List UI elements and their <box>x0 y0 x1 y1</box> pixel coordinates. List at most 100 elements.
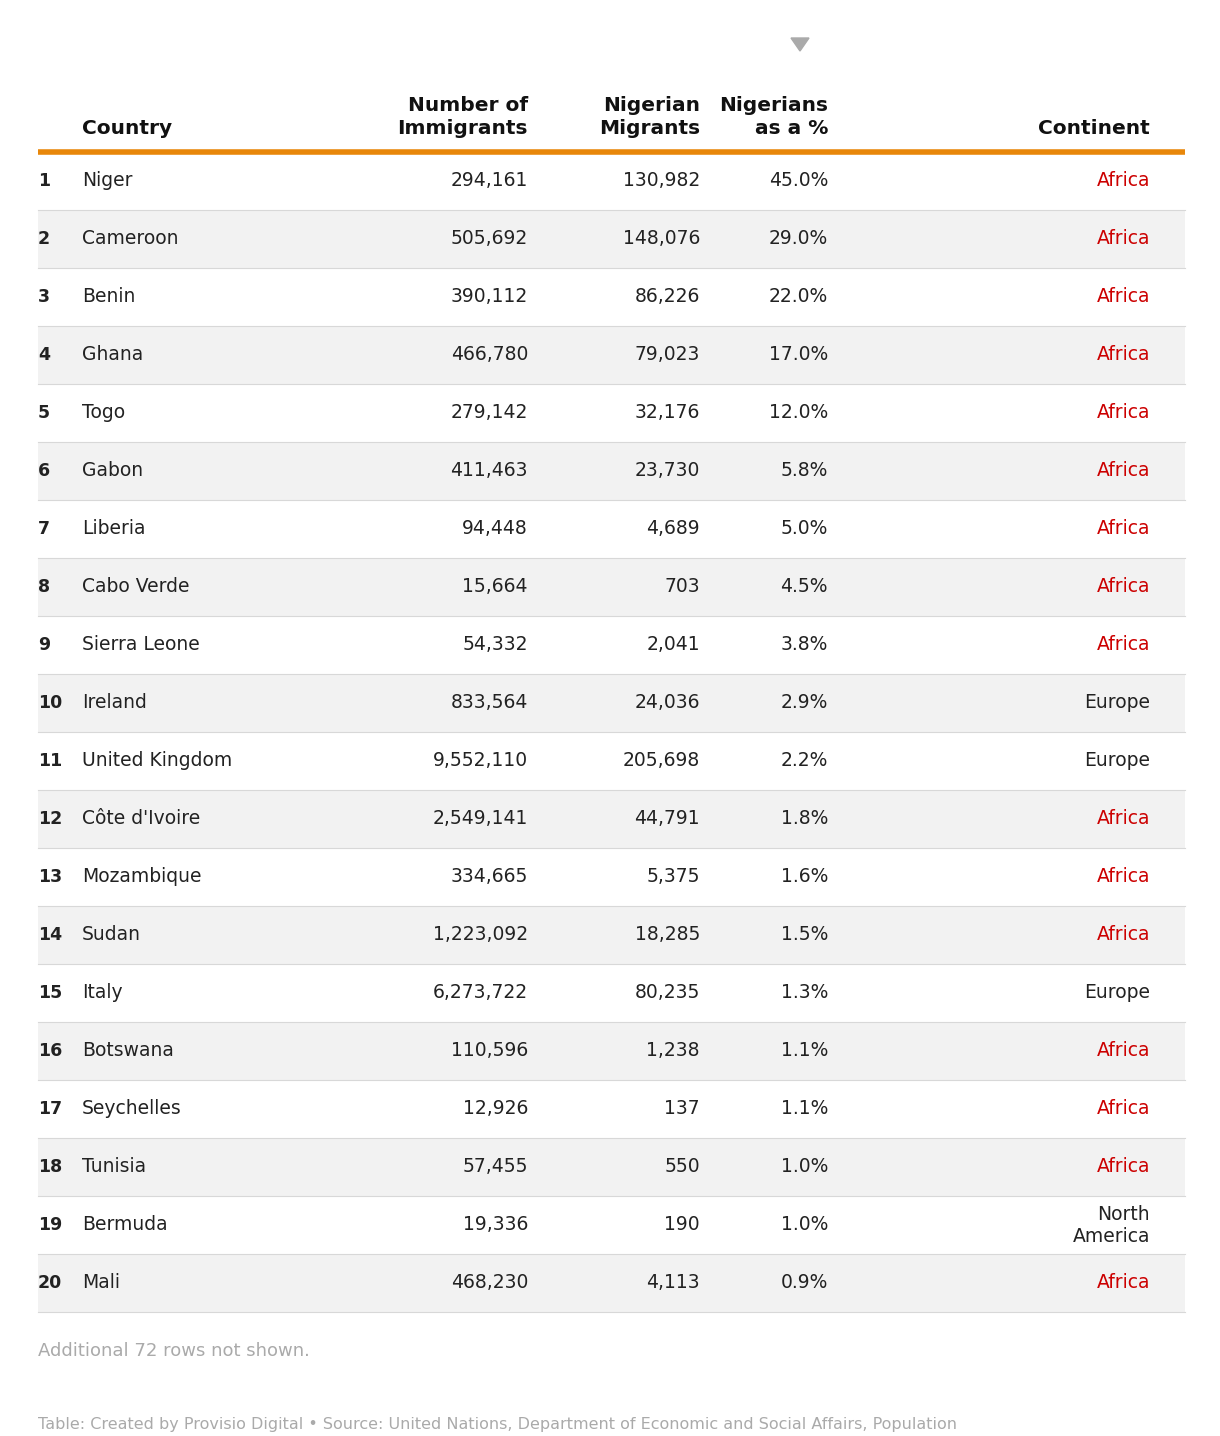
Bar <box>38 500 1185 559</box>
Text: 11: 11 <box>38 752 62 770</box>
Text: 15: 15 <box>38 984 62 1002</box>
Text: 294,161: 294,161 <box>450 171 528 191</box>
Bar <box>38 152 1185 210</box>
Bar <box>38 849 1185 906</box>
Text: Botswana: Botswana <box>82 1041 174 1061</box>
Text: 205,698: 205,698 <box>622 751 700 771</box>
Text: 1,223,092: 1,223,092 <box>433 925 528 945</box>
Text: 9: 9 <box>38 636 50 653</box>
Text: Côte d'Ivoire: Côte d'Ivoire <box>82 810 200 829</box>
Text: Africa: Africa <box>1097 230 1150 248</box>
Text: Mali: Mali <box>82 1274 120 1292</box>
Bar <box>38 442 1185 500</box>
Text: Africa: Africa <box>1097 577 1150 596</box>
Text: 54,332: 54,332 <box>462 636 528 655</box>
Text: 9,552,110: 9,552,110 <box>433 751 528 771</box>
Text: 190: 190 <box>665 1215 700 1235</box>
Text: Ghana: Ghana <box>82 346 143 365</box>
Text: 5: 5 <box>38 404 50 422</box>
Text: Seychelles: Seychelles <box>82 1100 182 1119</box>
Text: 19: 19 <box>38 1216 62 1234</box>
Text: 550: 550 <box>665 1157 700 1176</box>
Text: Europe: Europe <box>1085 751 1150 771</box>
Text: Niger: Niger <box>82 171 133 191</box>
Text: Africa: Africa <box>1097 171 1150 191</box>
Text: Continent: Continent <box>1038 119 1150 138</box>
Text: 1.0%: 1.0% <box>781 1157 828 1176</box>
Text: 20: 20 <box>38 1274 62 1292</box>
Text: Sierra Leone: Sierra Leone <box>82 636 200 655</box>
Text: 15,664: 15,664 <box>462 577 528 596</box>
Text: 12: 12 <box>38 810 62 829</box>
Text: 1.1%: 1.1% <box>781 1041 828 1061</box>
Bar <box>38 269 1185 326</box>
Text: 80,235: 80,235 <box>634 984 700 1002</box>
Text: 334,665: 334,665 <box>450 867 528 886</box>
Text: 703: 703 <box>665 577 700 596</box>
Text: 18: 18 <box>38 1157 62 1176</box>
Text: 1.8%: 1.8% <box>781 810 828 829</box>
Text: Africa: Africa <box>1097 1157 1150 1176</box>
Text: 137: 137 <box>665 1100 700 1119</box>
Text: 16: 16 <box>38 1043 62 1060</box>
Text: Sudan: Sudan <box>82 925 142 945</box>
Text: 3.8%: 3.8% <box>781 636 828 655</box>
Bar <box>38 326 1185 383</box>
Text: 279,142: 279,142 <box>450 404 528 422</box>
Text: Mozambique: Mozambique <box>82 867 201 886</box>
Bar <box>38 559 1185 616</box>
Text: 17.0%: 17.0% <box>769 346 828 365</box>
Bar <box>38 383 1185 442</box>
Text: 1,238: 1,238 <box>647 1041 700 1061</box>
Text: Africa: Africa <box>1097 520 1150 538</box>
Bar <box>38 1080 1185 1137</box>
Text: 1.6%: 1.6% <box>781 867 828 886</box>
Text: 466,780: 466,780 <box>450 346 528 365</box>
Text: 0.9%: 0.9% <box>781 1274 828 1292</box>
Text: 6,273,722: 6,273,722 <box>433 984 528 1002</box>
Text: 17: 17 <box>38 1100 62 1119</box>
Text: Africa: Africa <box>1097 287 1150 306</box>
Text: 22.0%: 22.0% <box>769 287 828 306</box>
Text: Cameroon: Cameroon <box>82 230 178 248</box>
Text: 1.3%: 1.3% <box>781 984 828 1002</box>
Text: United Kingdom: United Kingdom <box>82 751 232 771</box>
Text: 24,036: 24,036 <box>634 694 700 712</box>
Bar <box>38 1022 1185 1080</box>
Text: 6: 6 <box>38 462 50 480</box>
Text: Europe: Europe <box>1085 984 1150 1002</box>
Text: 2,549,141: 2,549,141 <box>433 810 528 829</box>
Text: 2.2%: 2.2% <box>781 751 828 771</box>
Text: 5.8%: 5.8% <box>781 461 828 481</box>
Text: Africa: Africa <box>1097 1100 1150 1119</box>
Text: 5,375: 5,375 <box>647 867 700 886</box>
Text: 2,041: 2,041 <box>647 636 700 655</box>
Text: 411,463: 411,463 <box>450 461 528 481</box>
Text: 2.9%: 2.9% <box>781 694 828 712</box>
Text: 505,692: 505,692 <box>450 230 528 248</box>
Text: 14: 14 <box>38 926 62 943</box>
Text: 390,112: 390,112 <box>450 287 528 306</box>
Text: Cabo Verde: Cabo Verde <box>82 577 189 596</box>
Text: 13: 13 <box>38 867 62 886</box>
Text: 79,023: 79,023 <box>634 346 700 365</box>
Text: 18,285: 18,285 <box>634 925 700 945</box>
Text: North
America: North America <box>1072 1205 1150 1245</box>
Bar <box>38 1196 1185 1254</box>
Text: Number of
Immigrants: Number of Immigrants <box>398 96 528 138</box>
Text: Africa: Africa <box>1097 1274 1150 1292</box>
Bar <box>38 673 1185 732</box>
Text: 45.0%: 45.0% <box>769 171 828 191</box>
Text: 12,926: 12,926 <box>462 1100 528 1119</box>
Text: Europe: Europe <box>1085 694 1150 712</box>
Text: 1: 1 <box>38 172 50 190</box>
Bar <box>38 1137 1185 1196</box>
Text: Africa: Africa <box>1097 346 1150 365</box>
Text: 468,230: 468,230 <box>450 1274 528 1292</box>
Text: 10: 10 <box>38 694 62 712</box>
Text: 57,455: 57,455 <box>462 1157 528 1176</box>
Text: 1.1%: 1.1% <box>781 1100 828 1119</box>
Text: 4,113: 4,113 <box>647 1274 700 1292</box>
Text: Africa: Africa <box>1097 636 1150 655</box>
Text: 833,564: 833,564 <box>450 694 528 712</box>
